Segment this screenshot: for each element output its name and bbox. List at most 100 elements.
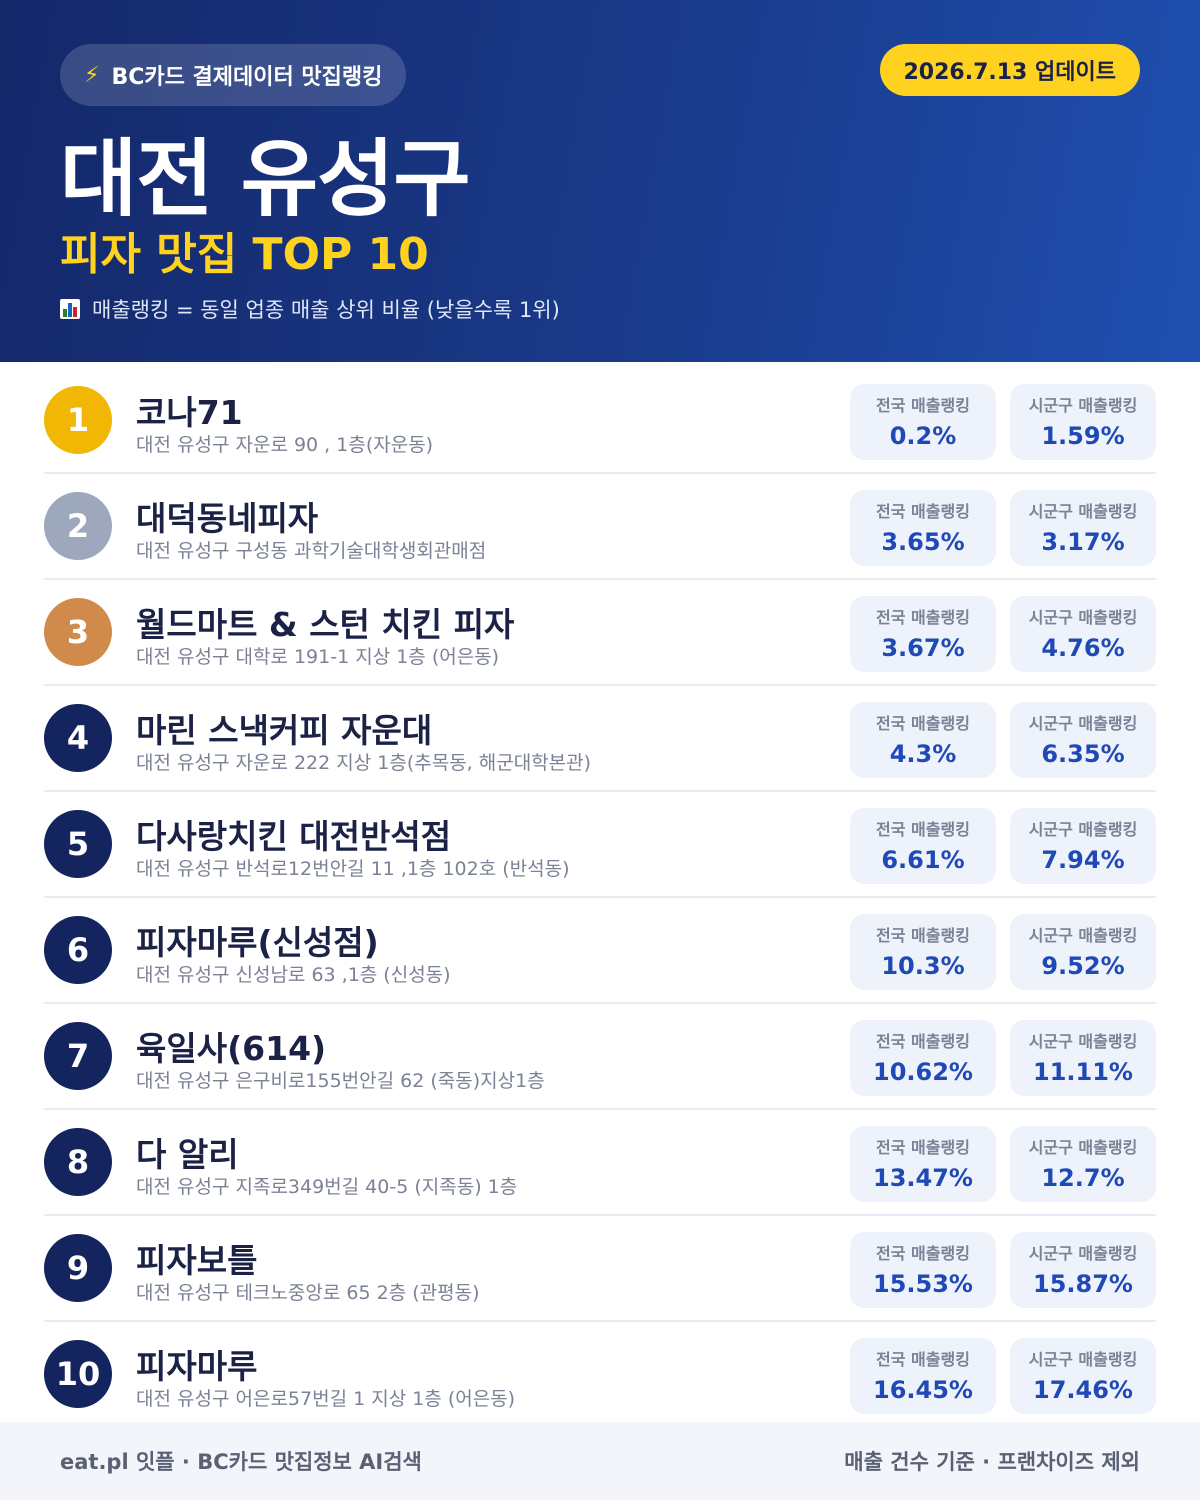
rank-badge: 6 bbox=[44, 916, 112, 984]
rank-badge: 7 bbox=[44, 1022, 112, 1090]
local-ranking-value: 9.52% bbox=[1041, 952, 1125, 980]
ranking-row[interactable]: 2 대덕동네피자 대전 유성구 구성동 과학기술대학생회관매점 전국 매출랭킹 3.65… bbox=[44, 474, 1156, 580]
local-ranking-label: 시군구 매출랭킹 bbox=[1028, 396, 1138, 415]
restaurant-name[interactable]: 마린 스낵커피 자운대 bbox=[136, 711, 433, 750]
restaurant-address: 대전 유성구 구성동 과학기술대학생회관매점 bbox=[136, 540, 487, 562]
national-ranking-card: 전국 매출랭킹 16.45% bbox=[850, 1338, 996, 1414]
national-ranking-label: 전국 매출랭킹 bbox=[876, 396, 970, 415]
local-ranking-label: 시군구 매출랭킹 bbox=[1028, 714, 1138, 733]
ranking-row[interactable]: 1 코나71 대전 유성구 자운로 90 , 1층(자운동) 전국 매출랭킹 0.2% 시… bbox=[44, 368, 1156, 474]
page-subtitle: 피자 맛집 TOP 10 bbox=[60, 229, 429, 280]
ranking-row[interactable]: 3 월드마트 & 스턴 치킨 피자 대전 유성구 대학로 191-1 지상 1층 (… bbox=[44, 580, 1156, 686]
national-ranking-card: 전국 매출랭킹 0.2% bbox=[850, 384, 996, 460]
local-ranking-value: 15.87% bbox=[1033, 1270, 1133, 1298]
local-ranking-card: 시군구 매출랭킹 11.11% bbox=[1010, 1020, 1156, 1096]
ranking-row[interactable]: 5 다사랑치킨 대전반석점 대전 유성구 반석로12번안길 11 ,1층 102호 … bbox=[44, 792, 1156, 898]
ranking-note: 매출랭킹 = 동일 업종 매출 상위 비율 (낮을수록 1위) bbox=[60, 294, 560, 324]
national-ranking-value: 6.61% bbox=[881, 846, 965, 874]
national-ranking-label: 전국 매출랭킹 bbox=[876, 1032, 970, 1051]
ranking-row[interactable]: 4 마린 스낵커피 자운대 대전 유성구 자운로 222 지상 1층(추목동, 해군… bbox=[44, 686, 1156, 792]
restaurant-address: 대전 유성구 자운로 90 , 1층(자운동) bbox=[136, 434, 434, 456]
restaurant-name[interactable]: 대덕동네피자 bbox=[136, 499, 319, 538]
national-ranking-value: 10.3% bbox=[881, 952, 965, 980]
national-ranking-card: 전국 매출랭킹 6.61% bbox=[850, 808, 996, 884]
local-ranking-label: 시군구 매출랭킹 bbox=[1028, 1032, 1138, 1051]
national-ranking-value: 10.62% bbox=[873, 1058, 973, 1086]
local-ranking-value: 12.7% bbox=[1041, 1164, 1125, 1192]
local-ranking-card: 시군구 매출랭킹 7.94% bbox=[1010, 808, 1156, 884]
source-label: BC카드 결제데이터 맛집랭킹 bbox=[111, 65, 383, 90]
restaurant-name[interactable]: 다 알리 bbox=[136, 1135, 239, 1174]
source-pill: ⚡ BC카드 결제데이터 맛집랭킹 bbox=[60, 44, 407, 106]
local-ranking-card: 시군구 매출랭킹 12.7% bbox=[1010, 1126, 1156, 1202]
local-ranking-label: 시군구 매출랭킹 bbox=[1028, 1350, 1138, 1369]
restaurant-address: 대전 유성구 신성남로 63 ,1층 (신성동) bbox=[136, 964, 451, 986]
restaurant-address: 대전 유성구 자운로 222 지상 1층(추목동, 해군대학본관) bbox=[136, 752, 592, 774]
local-ranking-label: 시군구 매출랭킹 bbox=[1028, 1138, 1138, 1157]
restaurant-name[interactable]: 피자마루(신성점) bbox=[136, 923, 379, 962]
local-ranking-value: 6.35% bbox=[1041, 740, 1125, 768]
rank-badge: 4 bbox=[44, 704, 112, 772]
local-ranking-card: 시군구 매출랭킹 9.52% bbox=[1010, 914, 1156, 990]
restaurant-address: 대전 유성구 지족로349번길 40-5 (지족동) 1층 bbox=[136, 1176, 518, 1198]
ranking-row[interactable]: 6 피자마루(신성점) 대전 유성구 신성남로 63 ,1층 (신성동) 전국 매출랭… bbox=[44, 898, 1156, 1004]
national-ranking-card: 전국 매출랭킹 3.65% bbox=[850, 490, 996, 566]
local-ranking-value: 1.59% bbox=[1041, 422, 1125, 450]
lightning-icon: ⚡ bbox=[84, 62, 100, 88]
ranking-row[interactable]: 10 피자마루 대전 유성구 어은로57번길 1 지상 1층 (어은동) 전국 매출랭… bbox=[44, 1322, 1156, 1428]
national-ranking-label: 전국 매출랭킹 bbox=[876, 608, 970, 627]
national-ranking-value: 0.2% bbox=[889, 422, 957, 450]
local-ranking-value: 7.94% bbox=[1041, 846, 1125, 874]
local-ranking-card: 시군구 매출랭킹 4.76% bbox=[1010, 596, 1156, 672]
local-ranking-label: 시군구 매출랭킹 bbox=[1028, 502, 1138, 521]
rank-badge: 5 bbox=[44, 810, 112, 878]
national-ranking-label: 전국 매출랭킹 bbox=[876, 502, 970, 521]
bar-chart-icon bbox=[60, 299, 80, 319]
footer-source: eat.pl 잇플 · BC카드 맛집정보 AI검색 bbox=[60, 1450, 422, 1474]
national-ranking-label: 전국 매출랭킹 bbox=[876, 820, 970, 839]
restaurant-name[interactable]: 육일사(614) bbox=[136, 1029, 327, 1068]
local-ranking-card: 시군구 매출랭킹 1.59% bbox=[1010, 384, 1156, 460]
local-ranking-card: 시군구 매출랭킹 3.17% bbox=[1010, 490, 1156, 566]
local-ranking-label: 시군구 매출랭킹 bbox=[1028, 1244, 1138, 1263]
restaurant-name[interactable]: 코나71 bbox=[136, 393, 243, 432]
national-ranking-card: 전국 매출랭킹 4.3% bbox=[850, 702, 996, 778]
local-ranking-value: 11.11% bbox=[1033, 1058, 1133, 1086]
header-banner: ⚡ BC카드 결제데이터 맛집랭킹 2026.7.13 업데이트 대전 유성구 … bbox=[0, 0, 1200, 362]
rank-badge: 1 bbox=[44, 386, 112, 454]
rank-badge: 10 bbox=[44, 1340, 112, 1408]
local-ranking-value: 17.46% bbox=[1033, 1376, 1133, 1404]
restaurant-name[interactable]: 피자보틀 bbox=[136, 1241, 258, 1280]
national-ranking-label: 전국 매출랭킹 bbox=[876, 1138, 970, 1157]
ranking-list: 1 코나71 대전 유성구 자운로 90 , 1층(자운동) 전국 매출랭킹 0.2% 시… bbox=[44, 368, 1156, 1428]
local-ranking-value: 4.76% bbox=[1041, 634, 1125, 662]
local-ranking-label: 시군구 매출랭킹 bbox=[1028, 926, 1138, 945]
restaurant-address: 대전 유성구 대학로 191-1 지상 1층 (어은동) bbox=[136, 646, 500, 668]
national-ranking-card: 전국 매출랭킹 15.53% bbox=[850, 1232, 996, 1308]
national-ranking-value: 13.47% bbox=[873, 1164, 973, 1192]
restaurant-name[interactable]: 다사랑치킨 대전반석점 bbox=[136, 817, 452, 856]
national-ranking-card: 전국 매출랭킹 13.47% bbox=[850, 1126, 996, 1202]
national-ranking-value: 4.3% bbox=[889, 740, 957, 768]
footer: eat.pl 잇플 · BC카드 맛집정보 AI검색 매출 건수 기준 · 프랜… bbox=[0, 1422, 1200, 1500]
ranking-row[interactable]: 7 육일사(614) 대전 유성구 은구비로155번안길 62 (죽동)지상1층 전국… bbox=[44, 1004, 1156, 1110]
rank-badge: 9 bbox=[44, 1234, 112, 1302]
local-ranking-label: 시군구 매출랭킹 bbox=[1028, 608, 1138, 627]
local-ranking-card: 시군구 매출랭킹 15.87% bbox=[1010, 1232, 1156, 1308]
local-ranking-value: 3.17% bbox=[1041, 528, 1125, 556]
restaurant-name[interactable]: 월드마트 & 스턴 치킨 피자 bbox=[136, 605, 515, 644]
ranking-note-text: 매출랭킹 = 동일 업종 매출 상위 비율 (낮을수록 1위) bbox=[92, 298, 560, 322]
national-ranking-value: 3.67% bbox=[881, 634, 965, 662]
ranking-row[interactable]: 8 다 알리 대전 유성구 지족로349번길 40-5 (지족동) 1층 전국 매출랭… bbox=[44, 1110, 1156, 1216]
rank-badge: 8 bbox=[44, 1128, 112, 1196]
national-ranking-label: 전국 매출랭킹 bbox=[876, 926, 970, 945]
ranking-row[interactable]: 9 피자보틀 대전 유성구 테크노중앙로 65 2층 (관평동) 전국 매출랭킹 15.… bbox=[44, 1216, 1156, 1322]
national-ranking-value: 3.65% bbox=[881, 528, 965, 556]
restaurant-address: 대전 유성구 어은로57번길 1 지상 1층 (어은동) bbox=[136, 1388, 516, 1410]
national-ranking-card: 전국 매출랭킹 10.3% bbox=[850, 914, 996, 990]
local-ranking-card: 시군구 매출랭킹 6.35% bbox=[1010, 702, 1156, 778]
rank-badge: 3 bbox=[44, 598, 112, 666]
national-ranking-value: 16.45% bbox=[873, 1376, 973, 1404]
national-ranking-label: 전국 매출랭킹 bbox=[876, 1350, 970, 1369]
restaurant-name[interactable]: 피자마루 bbox=[136, 1347, 258, 1386]
